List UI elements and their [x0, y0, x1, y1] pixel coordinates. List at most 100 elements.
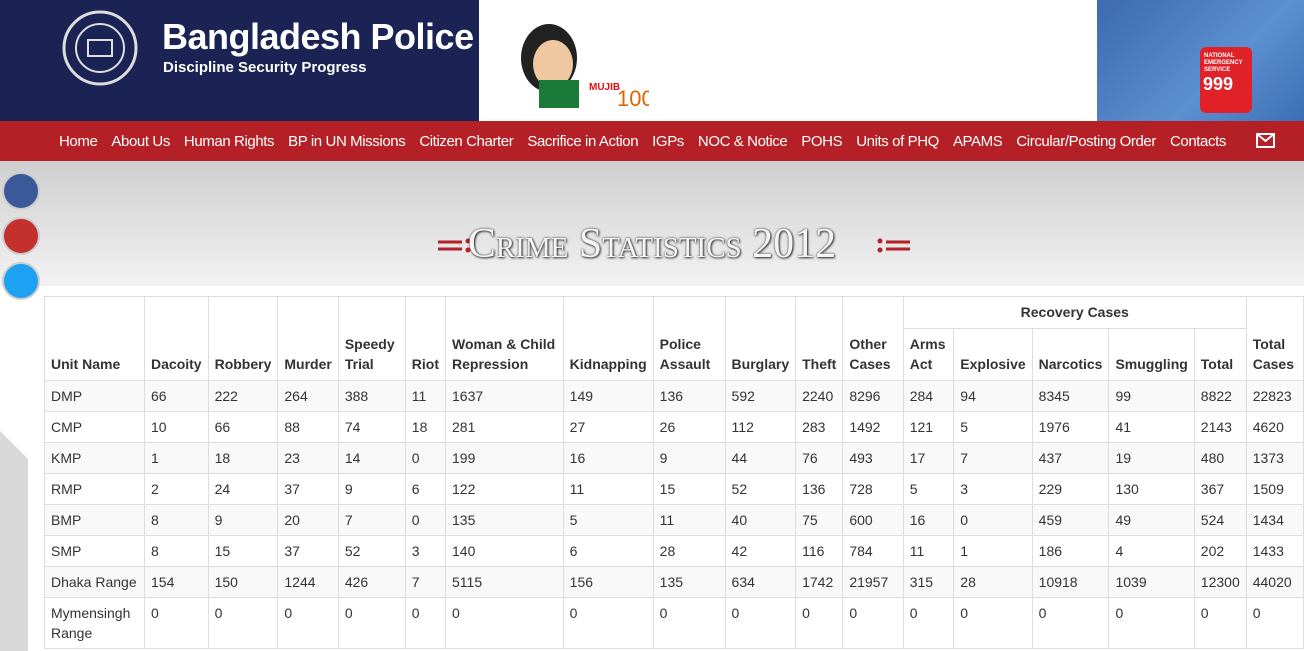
emergency-badge: NATIONAL EMERGENCY SERVICE 999 — [1200, 47, 1252, 113]
nav-link[interactable]: BP in UN Missions — [288, 132, 406, 150]
cell: 600 — [842, 504, 904, 536]
emergency-number: 999 — [1203, 74, 1234, 94]
cell: 0 — [795, 597, 844, 649]
cell: 76 — [795, 442, 844, 474]
cell: 37 — [277, 535, 339, 567]
youtube-icon[interactable] — [2, 217, 40, 255]
nav-link[interactable]: Human Rights — [183, 132, 275, 150]
column-header: Burglary — [724, 296, 797, 381]
cell: 44020 — [1245, 566, 1304, 598]
cell: 18 — [207, 442, 279, 474]
cell: 2143 — [1193, 411, 1247, 443]
cell: 66 — [144, 380, 209, 412]
nav-link[interactable]: NOC & Notice — [697, 132, 788, 150]
cell: 3 — [953, 473, 1033, 505]
column-header: Total Cases — [1245, 296, 1304, 381]
cell: 1742 — [795, 566, 844, 598]
cell: 5 — [562, 504, 654, 536]
nav-link[interactable]: Citizen Charter — [419, 132, 514, 150]
cell: 0 — [953, 597, 1033, 649]
cell: 10918 — [1031, 566, 1110, 598]
nav-link[interactable]: Circular/Posting Order — [1016, 132, 1156, 150]
cell: 16 — [562, 442, 654, 474]
nav-link[interactable]: POHS — [801, 132, 843, 150]
cell: 74 — [337, 411, 406, 443]
column-header: Explosive — [953, 328, 1033, 381]
cell: 24 — [207, 473, 279, 505]
cell: 0 — [562, 597, 654, 649]
banner-number: 100 — [617, 86, 649, 111]
unit-name: SMP — [43, 535, 146, 567]
cell: 5 — [953, 411, 1033, 443]
nav-link[interactable]: IGPs — [652, 132, 684, 150]
cell: 94 — [953, 380, 1033, 412]
cell: 437 — [1031, 442, 1110, 474]
cell: 122 — [445, 473, 564, 505]
header: Bangladesh Police Discipline Security Pr… — [0, 0, 1304, 121]
cell: 154 — [144, 566, 209, 598]
cell: 136 — [652, 380, 726, 412]
column-header: Unit Name — [43, 296, 146, 381]
cell: 28 — [953, 566, 1033, 598]
column-header: Other Cases — [842, 296, 904, 381]
cell: 21957 — [842, 566, 904, 598]
nav-bar: Home About Us Human Rights BP in UN Mission… — [0, 121, 1304, 161]
cell: 135 — [652, 566, 726, 598]
nav-link[interactable]: Contacts — [1169, 132, 1226, 150]
nav-link[interactable]: Units of PHQ — [856, 132, 939, 150]
cell: 264 — [277, 380, 339, 412]
header-row: Unit Name Dacoity Robbery Murder Speedy Tria… — [43, 296, 1304, 381]
logo — [62, 10, 138, 86]
cell: 44 — [724, 442, 797, 474]
cell: 140 — [445, 535, 564, 567]
cell: 18 — [404, 411, 447, 443]
cell: 12300 — [1193, 566, 1247, 598]
cell: 283 — [795, 411, 844, 443]
unit-name: DMP — [43, 380, 146, 412]
data-row: CMP 10 66 88 74 18 281 27 26 112 283 1492 121 5 1976 41… — [43, 411, 1304, 443]
facebook-icon[interactable] — [2, 172, 40, 210]
cell: 9 — [652, 442, 726, 474]
cell: 8 — [144, 504, 209, 536]
cell: 1 — [953, 535, 1033, 567]
nav-link[interactable]: APAMS — [952, 132, 1003, 150]
cell: 23 — [277, 442, 339, 474]
cell: 480 — [1193, 442, 1247, 474]
cell: 4620 — [1245, 411, 1304, 443]
cell: 1373 — [1245, 442, 1304, 474]
nav-link[interactable]: Sacrifice in Action — [527, 132, 639, 150]
cell: 0 — [1245, 597, 1304, 649]
cell: 9 — [207, 504, 279, 536]
mail-icon[interactable] — [1256, 133, 1276, 149]
cell: 156 — [562, 566, 654, 598]
cell: 130 — [1108, 473, 1195, 505]
nav-link[interactable]: About Us — [111, 132, 170, 150]
cell: 41 — [1108, 411, 1195, 443]
cell: 116 — [795, 535, 844, 567]
cell: 15 — [207, 535, 279, 567]
cell: 493 — [842, 442, 904, 474]
cell: 2 — [144, 473, 209, 505]
data-row: SMP 8 15 37 52 3 140 6 28 42 116 784 11 1 186 4 202 1433 — [43, 535, 1304, 567]
cell: 8296 — [842, 380, 904, 412]
cell: 388 — [337, 380, 406, 412]
cell: 4 — [1108, 535, 1195, 567]
cell: 0 — [404, 504, 447, 536]
column-header: Police Assault — [652, 296, 726, 381]
cell: 49 — [1108, 504, 1195, 536]
cell: 149 — [562, 380, 654, 412]
column-header: Speedy Trial — [337, 296, 406, 381]
cell: 315 — [902, 566, 955, 598]
unit-name: BMP — [43, 504, 146, 536]
cell: 9 — [337, 473, 406, 505]
tagline: Discipline Security Progress — [163, 59, 367, 76]
emergency-area: NATIONAL EMERGENCY SERVICE 999 English — [1097, 0, 1304, 121]
cell: 8345 — [1031, 380, 1110, 412]
column-header: Theft — [795, 296, 844, 381]
cell: 22823 — [1245, 380, 1304, 412]
nav-link[interactable]: Home — [59, 132, 98, 150]
cell: 14 — [337, 442, 406, 474]
twitter-icon[interactable] — [2, 262, 40, 300]
cell: 150 — [207, 566, 279, 598]
cell: 0 — [404, 442, 447, 474]
